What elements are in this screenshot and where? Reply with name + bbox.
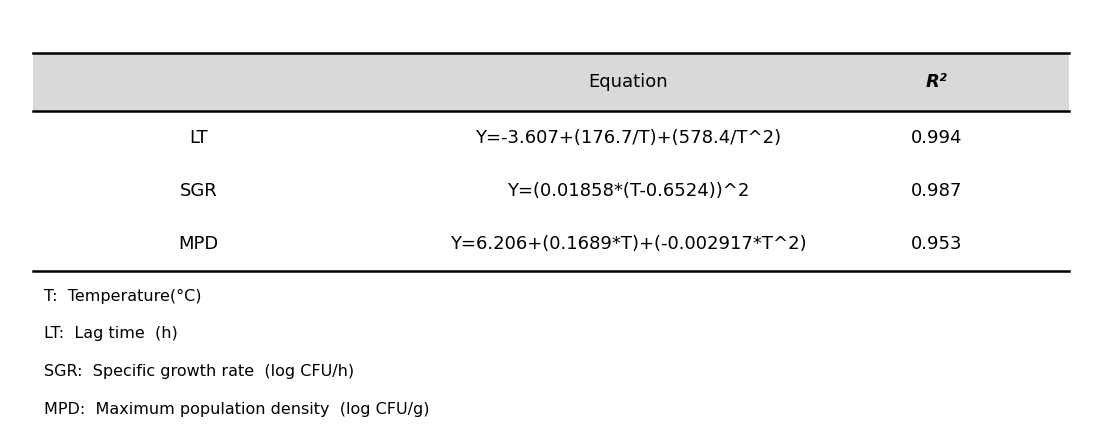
Text: R²: R² [926, 73, 948, 91]
Text: Equation: Equation [588, 73, 668, 91]
Text: Y=6.206+(0.1689*T)+(-0.002917*T^2): Y=6.206+(0.1689*T)+(-0.002917*T^2) [450, 235, 807, 253]
Text: 0.994: 0.994 [911, 129, 962, 147]
Text: LT: LT [190, 129, 207, 147]
Text: 0.987: 0.987 [911, 182, 962, 200]
Text: Y=(0.01858*(T-0.6524))^2: Y=(0.01858*(T-0.6524))^2 [507, 182, 749, 200]
FancyBboxPatch shape [33, 53, 1069, 111]
Text: T:  Temperature(°C): T: Temperature(°C) [44, 289, 202, 304]
Text: LT:  Lag time  (h): LT: Lag time (h) [44, 326, 177, 341]
Text: 0.953: 0.953 [911, 235, 962, 253]
Text: SGR: SGR [180, 182, 217, 200]
Text: MPD: MPD [179, 235, 218, 253]
Text: SGR:  Specific growth rate  (log CFU/h): SGR: Specific growth rate (log CFU/h) [44, 364, 354, 379]
Text: Y=-3.607+(176.7/T)+(578.4/T^2): Y=-3.607+(176.7/T)+(578.4/T^2) [475, 129, 781, 147]
Text: MPD:  Maximum population density  (log CFU/g): MPD: Maximum population density (log CFU… [44, 402, 430, 417]
